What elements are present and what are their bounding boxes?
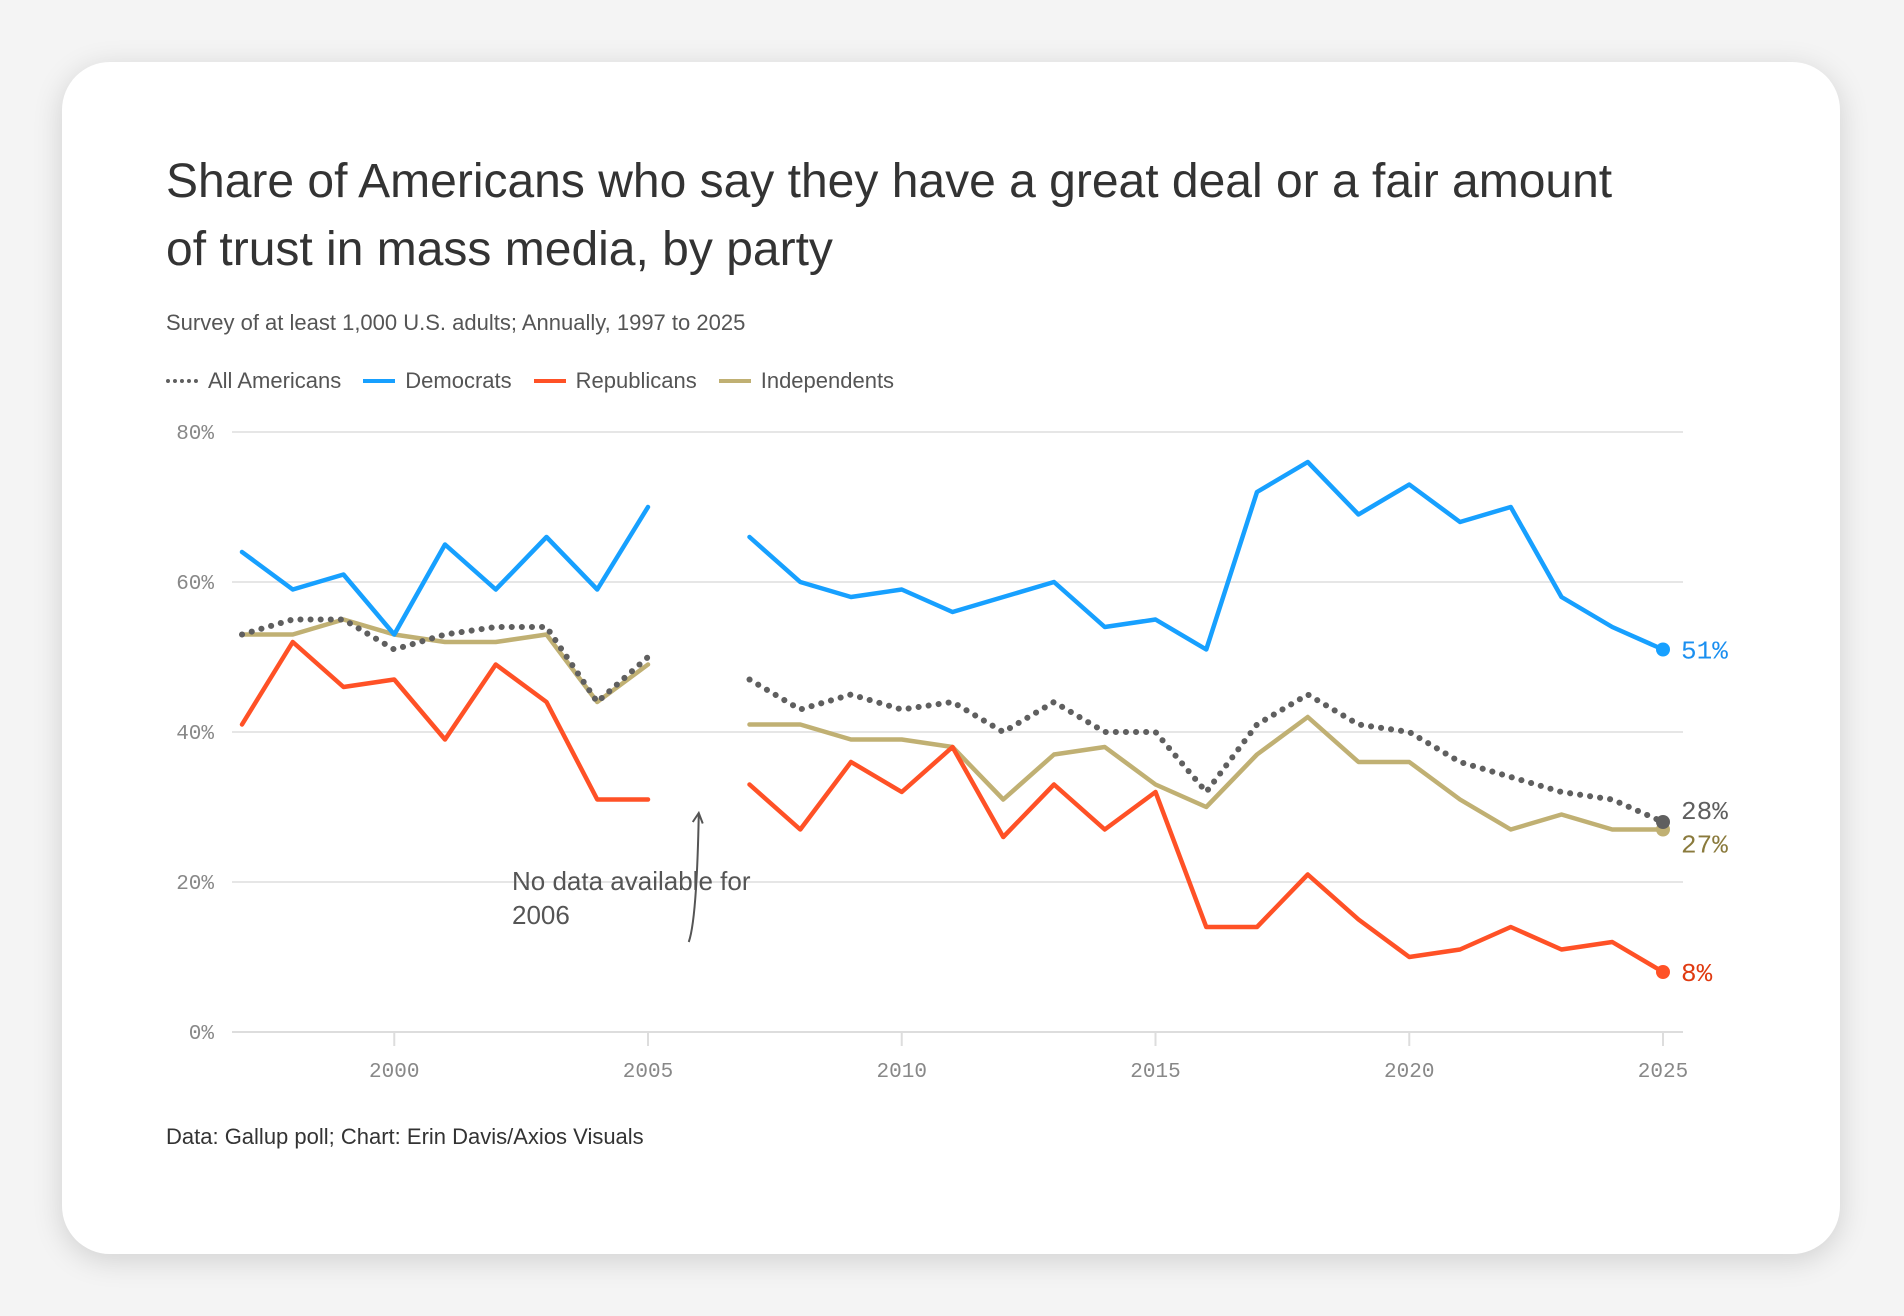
legend-item-independents: Independents (718, 368, 895, 394)
end-value-label: 27% (1681, 831, 1728, 861)
end-value-label: 51% (1681, 637, 1728, 667)
annotation-text: 2006 (512, 900, 570, 930)
end-point-marker (1656, 965, 1670, 979)
annotation-text: No data available for (512, 866, 751, 896)
end-value-label: 8% (1681, 959, 1713, 989)
series-line-democrats (239, 504, 651, 637)
x-tick-label: 2025 (1638, 1061, 1688, 1084)
series-line-all-americans (746, 676, 1666, 825)
series-line-republicans (747, 744, 1666, 975)
series-line-democrats (747, 459, 1666, 652)
x-tick-label: 2020 (1384, 1061, 1434, 1084)
series-line-independents (239, 617, 651, 705)
legend-swatch (718, 379, 751, 383)
end-point-marker (1656, 642, 1670, 657)
y-tick-label: 0% (189, 1023, 215, 1046)
x-tick-label: 2005 (623, 1061, 673, 1084)
chart-title: Share of Americans who say they have a g… (166, 155, 1613, 276)
series-line-independents (747, 714, 1666, 832)
legend-label: All Americans (208, 368, 342, 393)
legend-label: Democrats (405, 368, 512, 393)
legend-swatch (533, 379, 566, 383)
y-tick-label: 40% (176, 723, 214, 746)
source-note: Data: Gallup poll; Chart: Erin Davis/Axi… (166, 1124, 644, 1149)
x-tick-label: 2000 (369, 1061, 419, 1084)
legend-label: Republicans (575, 368, 697, 393)
end-value-label: 28% (1681, 797, 1728, 827)
x-tick-label: 2015 (1130, 1061, 1180, 1084)
legend-swatch (166, 379, 198, 383)
y-tick-label: 60% (176, 573, 214, 596)
y-tick-label: 20% (176, 873, 214, 896)
legend-item-republicans: Republicans (533, 368, 697, 394)
series-line-republicans (239, 639, 651, 802)
legend-item-all: All Americans (166, 368, 341, 394)
end-point-marker (1656, 815, 1670, 829)
legend-label: Independents (760, 368, 895, 393)
legend-swatch (363, 379, 396, 383)
chart-card (62, 62, 1840, 1254)
series-line-all-americans (239, 616, 651, 705)
legend: All Americans Democrats Republicans Inde… (166, 368, 894, 394)
legend-item-democrats: Democrats (363, 368, 512, 394)
y-tick-label: 80% (176, 423, 214, 446)
x-tick-label: 2010 (877, 1061, 927, 1084)
annotation-arrow (687, 810, 704, 943)
chart-subtitle: Survey of at least 1,000 U.S. adults; An… (166, 310, 746, 335)
